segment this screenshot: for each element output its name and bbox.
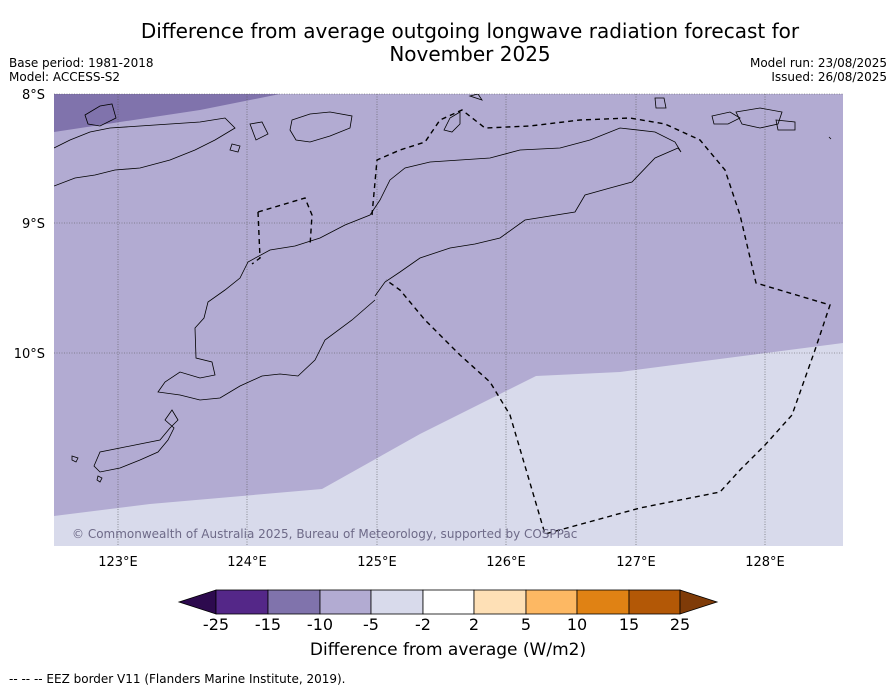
colorbar-segment-5-2 — [370, 589, 424, 615]
colorbar-tick: 25 — [669, 615, 691, 634]
title-line-2: November 2025 — [389, 42, 551, 66]
colorbar-extend-high — [679, 589, 719, 615]
colorbar-segment-2-2 — [422, 589, 475, 615]
colorbar-segment-15-25 — [628, 589, 681, 615]
colorbar-tick: 2 — [468, 615, 480, 634]
meta-right: Model run: 23/08/2025 Issued: 26/08/2025 — [750, 56, 887, 84]
colorbar-tick: 15 — [618, 615, 640, 634]
colorbar-tick: -25 — [202, 615, 230, 634]
title-line-1: Difference from average outgoing longwav… — [140, 19, 800, 43]
coastlines — [54, 94, 832, 483]
anomaly-band-minus5-minus2 — [54, 343, 843, 546]
eez-borders — [251, 109, 831, 535]
colorbar-segment-10-5 — [319, 589, 372, 615]
colorbar-tick: -15 — [254, 615, 282, 634]
lat-label-9s: 9°S — [22, 217, 45, 232]
base-period: Base period: 1981-2018 — [9, 56, 154, 70]
anomaly-band-minus15-minus10 — [54, 94, 280, 132]
colorbar-tick: -10 — [306, 615, 334, 634]
meta-left: Base period: 1981-2018 Model: ACCESS-S2 — [9, 56, 154, 84]
colorbar-segment-25-15 — [215, 589, 269, 615]
colorbar-segment-10-15 — [576, 589, 630, 615]
lon-label-127e: 127°E — [616, 555, 656, 570]
colorbar-segment-15-10 — [267, 589, 321, 615]
lon-label-124e: 124°E — [227, 555, 267, 570]
latitude-labels: 8°S 9°S 10°S — [14, 88, 45, 362]
colorbar — [177, 589, 719, 615]
chart-title: Difference from average outgoing longwav… — [100, 20, 840, 66]
lon-label-125e: 125°E — [357, 555, 397, 570]
colorbar-tick: 5 — [520, 615, 532, 634]
colorbar-tick: -5 — [363, 615, 379, 634]
longitude-labels: 123°E 124°E 125°E 126°E 127°E 128°E — [98, 555, 785, 570]
model-run: Model run: 23/08/2025 — [749, 56, 887, 70]
lat-label-8s: 8°S — [22, 88, 45, 103]
colorbar-tick: -2 — [415, 615, 431, 634]
gridlines — [54, 93, 843, 546]
eez-footnote: -- -- -- EEZ border V11 (Flanders Marine… — [9, 672, 346, 686]
colorbar-extend-low — [177, 589, 217, 615]
issued-date: Issued: 26/08/2025 — [771, 70, 887, 84]
colorbar-tick: 10 — [566, 615, 588, 634]
model-name: Model: ACCESS-S2 — [9, 70, 121, 84]
lon-label-123e: 123°E — [98, 555, 138, 570]
lon-label-126e: 126°E — [486, 555, 526, 570]
anomaly-field — [54, 94, 843, 546]
colorbar-segment-2-5 — [473, 589, 527, 615]
colorbar-label: Difference from average (W/m2) — [309, 640, 587, 660]
lat-label-10s: 10°S — [14, 347, 45, 362]
copyright-text: © Commonwealth of Australia 2025, Bureau… — [72, 527, 577, 541]
colorbar-segment-5-10 — [525, 589, 578, 615]
lon-label-128e: 128°E — [745, 555, 785, 570]
